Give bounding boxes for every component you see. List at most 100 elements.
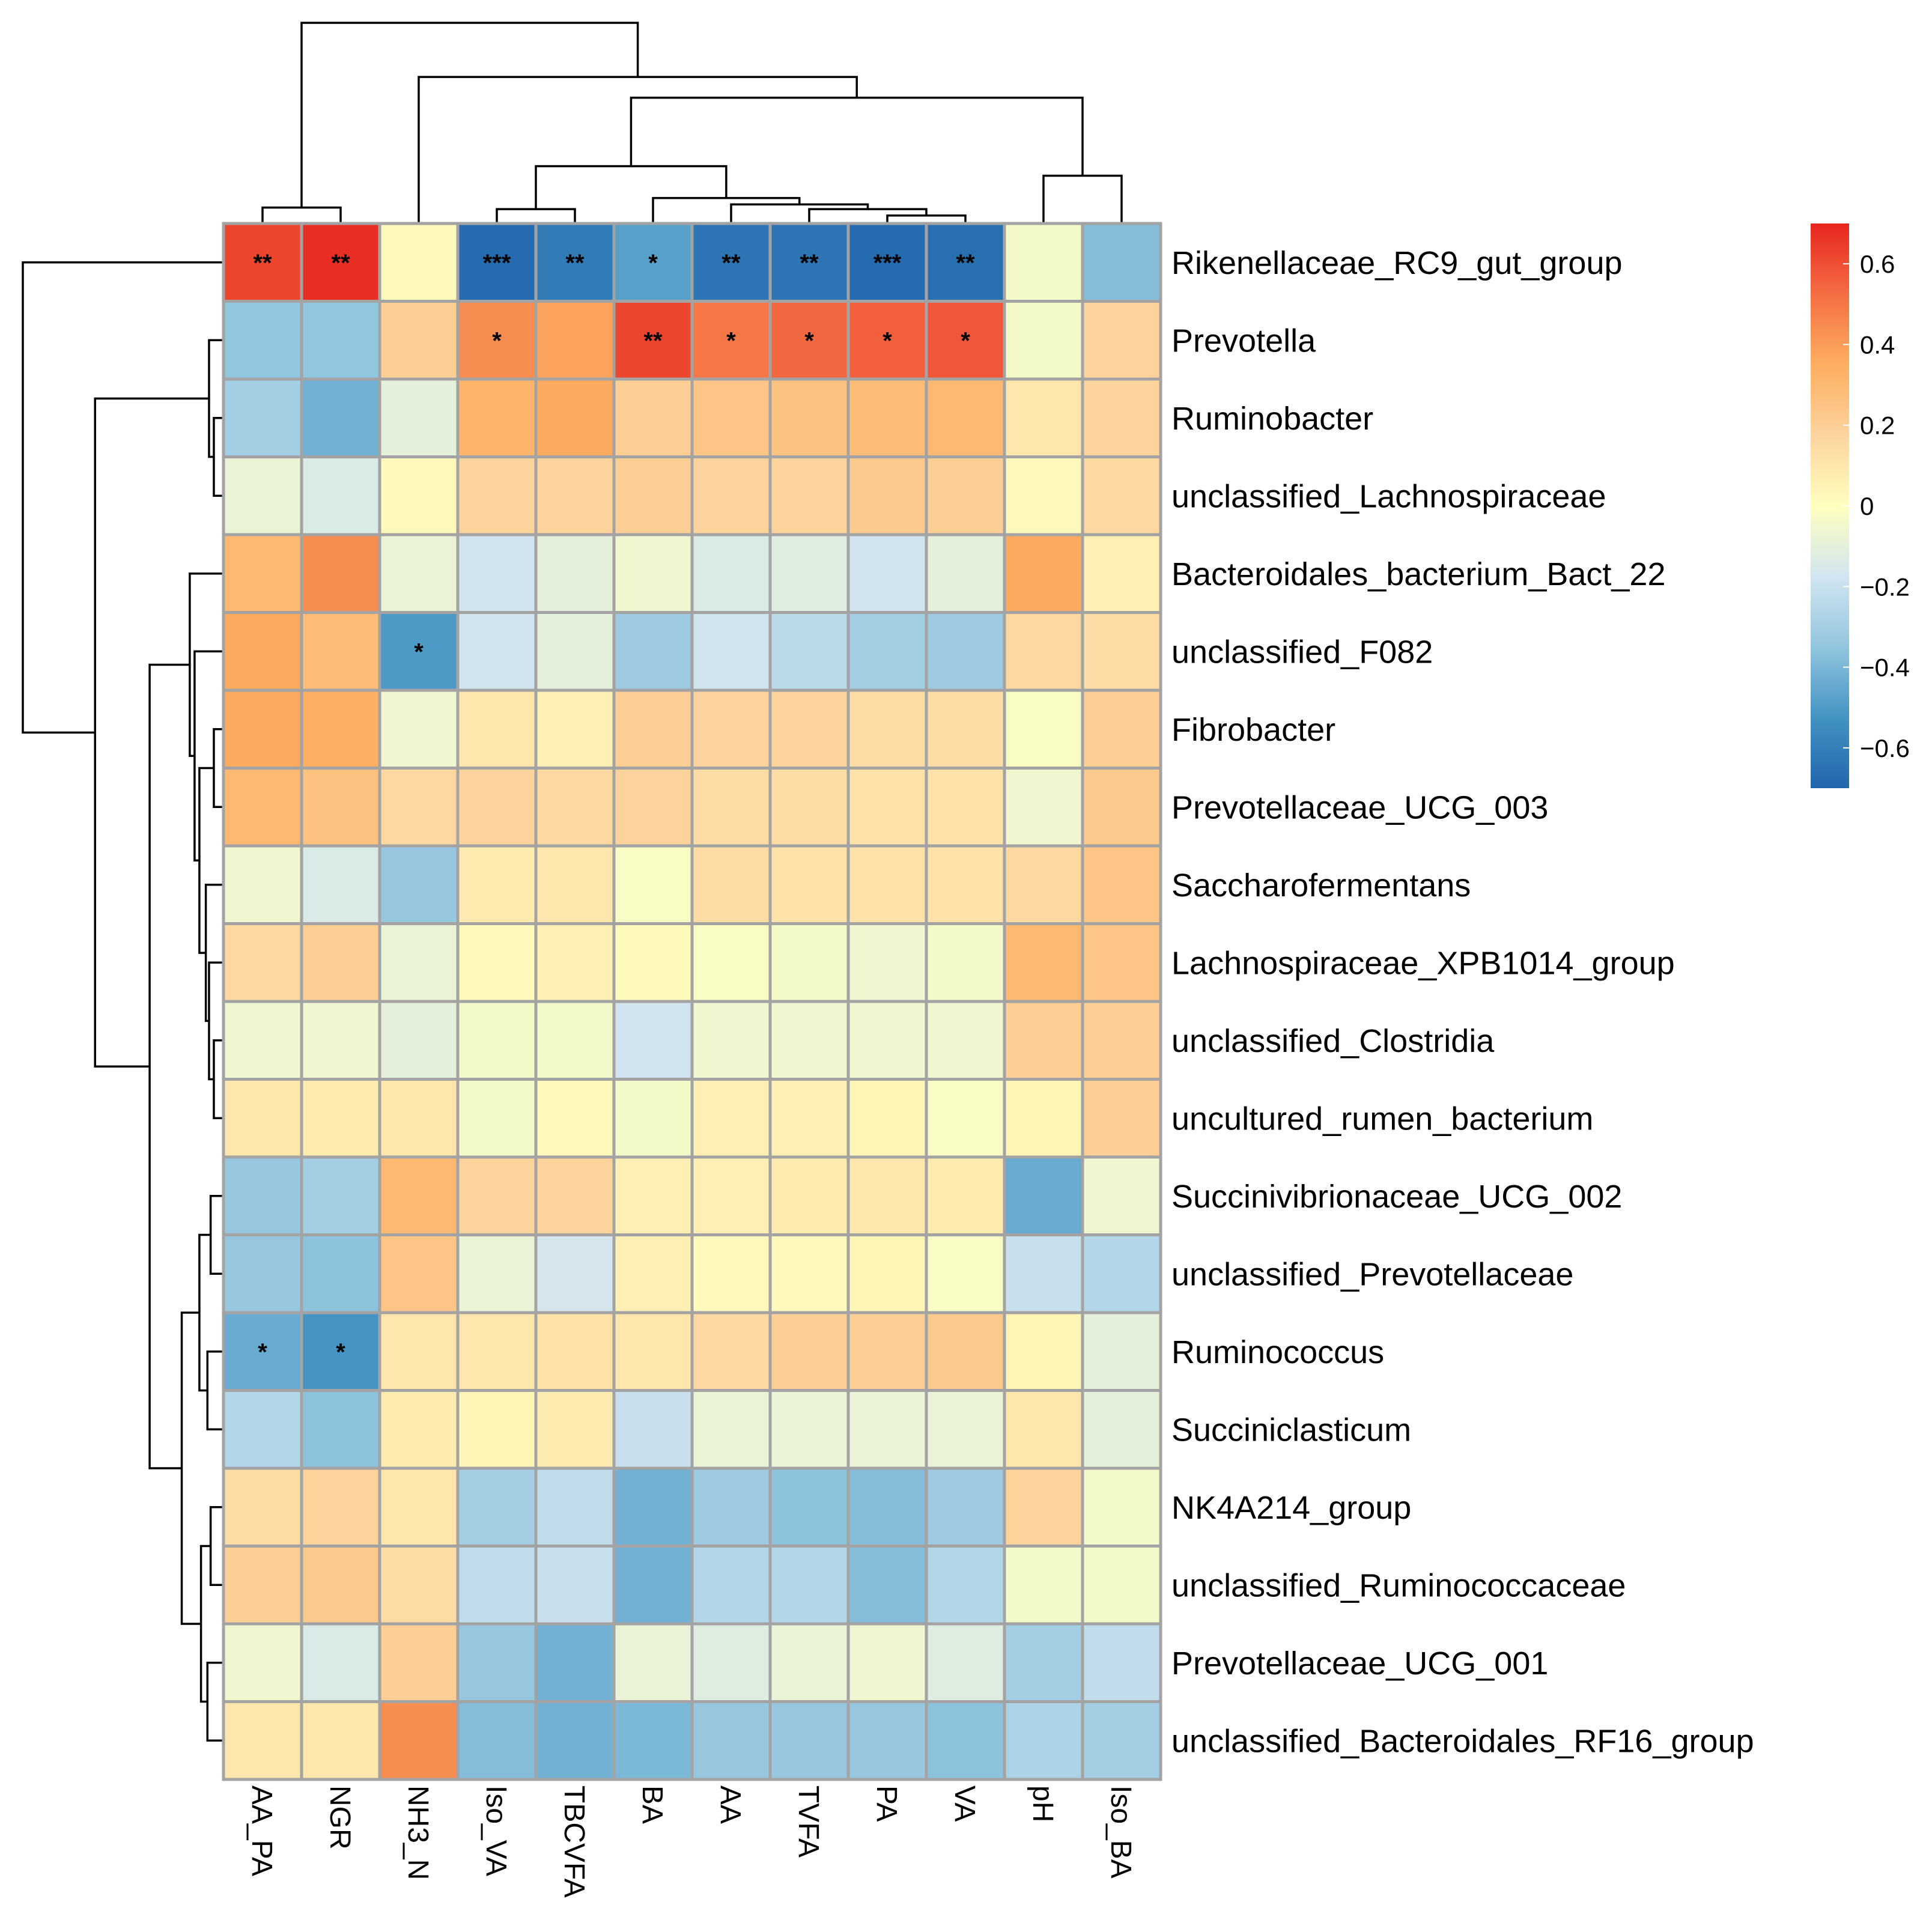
heatmap-cell-unclassified-clostridia-tbcvfa [534,1000,616,1081]
heatmap-cell-nk4a214-group-pa [846,1466,928,1548]
heatmap-cell-lachnospiraceae-xpb1014-group-ph [1003,922,1084,1003]
row-label-unclassified-lachnospiraceae: unclassified_Lachnospiraceae [1171,478,1606,514]
heatmap-cell-ruminococcus-iso-ba [1081,1311,1162,1392]
column-dendrogram-branch [1042,174,1123,223]
heatmap-cell-unclassified-prevotellaceae-ba [612,1233,694,1314]
heatmap-cell-uncultured-rumen-bacterium-iso-ba [1081,1078,1162,1159]
heatmap-cell-succinivibrionaceae-ucg-002-iso-va [456,1155,538,1236]
heatmap-cell-prevotellaceae-ucg-001-nh3-n [378,1622,460,1703]
legend-tick-label: 0.6 [1860,250,1895,278]
heatmap-cell-unclassified-f082-ph [1003,611,1084,692]
heatmap-cell-prevotellaceae-ucg-003-tvfa [768,767,850,848]
significance-mark: ** [721,250,741,276]
heatmap-cell-succiniclasticum-tvfa [768,1389,850,1470]
row-label-unclassified-clostridia: unclassified_Clostridia [1171,1023,1495,1059]
heatmap-cell-ruminobacter-aa-pa [222,377,303,458]
heatmap-cell-succiniclasticum-ngr [300,1389,381,1470]
heatmap-cell-prevotellaceae-ucg-001-tvfa [768,1622,850,1703]
heatmap-cell-unclassified-lachnospiraceae-pa [846,455,928,536]
heatmap-cell-unclassified-f082-va [925,611,1006,692]
heatmap-cell-prevotellaceae-ucg-003-pa [846,767,928,848]
heatmap-cell-unclassified-bacteroidales-rf16-group-aa [690,1700,772,1781]
heatmap-cell-prevotellaceae-ucg-001-va [925,1622,1006,1703]
heatmap-cell-fibrobacter-ngr [300,688,381,770]
heatmap-cell-rikenellaceae-rc9-gut-group-ph [1003,222,1084,303]
heatmap-cell-succinivibrionaceae-ucg-002-nh3-n [378,1155,460,1236]
heatmap-cell-uncultured-rumen-bacterium-aa [690,1078,772,1159]
heatmap-cell-uncultured-rumen-bacterium-va [925,1078,1006,1159]
column-label-ngr: NGR [324,1785,356,1850]
row-dendrogram-branch [206,1350,223,1430]
heatmap-cell-fibrobacter-iso-va [456,688,538,770]
heatmap-cell-ruminobacter-pa [846,377,928,458]
heatmap-cell-unclassified-clostridia-tvfa [768,1000,850,1081]
heatmap-cell-unclassified-lachnospiraceae-iso-va [456,455,538,536]
heatmap-cell-fibrobacter-ph [1003,688,1084,770]
row-label-prevotella: Prevotella [1171,323,1316,359]
column-dendrogram-branch [496,208,576,223]
heatmap-cell-prevotellaceae-ucg-003-ph [1003,767,1084,848]
row-label-rikenellaceae-rc9-gut-group: Rikenellaceae_RC9_gut_group [1171,245,1623,281]
heatmap-cell-nk4a214-group-ba [612,1466,694,1548]
heatmap-cell-lachnospiraceae-xpb1014-group-va [925,922,1006,1003]
row-label-bacteroidales-bacterium-bact-22: Bacteroidales_bacterium_Bact_22 [1171,556,1666,592]
heatmap-cell-unclassified-bacteroidales-rf16-group-va [925,1700,1006,1781]
heatmap-cell-saccharofermentans-aa-pa [222,844,303,925]
heatmap-cell-nk4a214-group-aa [690,1466,772,1548]
heatmap-cell-unclassified-ruminococcaceae-ph [1003,1545,1084,1626]
heatmap-cell-saccharofermentans-ph [1003,844,1084,925]
heatmap-cell-lachnospiraceae-xpb1014-group-ngr [300,922,381,1003]
heatmap-cell-prevotellaceae-ucg-003-va [925,767,1006,848]
heatmap-cell-unclassified-lachnospiraceae-aa-pa [222,455,303,536]
heatmap-cell-unclassified-ruminococcaceae-iso-va [456,1545,538,1626]
heatmap-cell-uncultured-rumen-bacterium-aa-pa [222,1078,303,1159]
column-dendrogram [261,22,1123,223]
row-dendrogram-branch [208,961,223,1081]
heatmap-cell-unclassified-bacteroidales-rf16-group-iso-ba [1081,1700,1162,1781]
heatmap-cell-rikenellaceae-rc9-gut-group-iso-ba [1081,222,1162,303]
heatmap-cell-ruminobacter-ph [1003,377,1084,458]
heatmap-cell-unclassified-ruminococcaceae-va [925,1545,1006,1626]
row-dendrogram-branch [209,1195,223,1275]
legend-tick-label: 0.4 [1860,330,1895,359]
row-label-ruminobacter: Ruminobacter [1171,401,1373,437]
legend-tick-label: −0.4 [1860,654,1910,682]
heatmap-cell-unclassified-bacteroidales-rf16-group-pa [846,1700,928,1781]
heatmap-cell-uncultured-rumen-bacterium-ph [1003,1078,1084,1159]
heatmap-cell-uncultured-rumen-bacterium-nh3-n [378,1078,460,1159]
row-label-succiniclasticum: Succiniclasticum [1171,1412,1411,1448]
row-label-unclassified-ruminococcaceae: unclassified_Ruminococcaceae [1171,1567,1626,1603]
heatmap-cell-succinivibrionaceae-ucg-002-pa [846,1155,928,1236]
heatmap-cell-ruminococcus-ph [1003,1311,1084,1392]
heatmap-cell-unclassified-f082-iso-va [456,611,538,692]
heatmap-cell-uncultured-rumen-bacterium-tbcvfa [534,1078,616,1159]
heatmap-cell-uncultured-rumen-bacterium-ba [612,1078,694,1159]
heatmap-cell-unclassified-f082-tbcvfa [534,611,616,692]
column-label-pa: PA [870,1785,902,1821]
heatmap-cell-nk4a214-group-tbcvfa [534,1466,616,1548]
heatmap-cell-succiniclasticum-ba [612,1389,694,1470]
heatmap-cell-nk4a214-group-iso-va [456,1466,538,1548]
column-dendrogram-branch [261,206,342,223]
heatmap-cell-unclassified-clostridia-iso-ba [1081,1000,1162,1081]
heatmap-cell-unclassified-clostridia-nh3-n [378,1000,460,1081]
heatmap-cell-ruminococcus-tbcvfa [534,1311,616,1392]
heatmap-cell-fibrobacter-iso-ba [1081,688,1162,770]
heatmap-cell-bacteroidales-bacterium-bact-22-nh3-n [378,533,460,614]
heatmap-cell-nk4a214-group-tvfa [768,1466,850,1548]
heatmap-cell-prevotella-ph [1003,300,1084,381]
column-dendrogram-branch [730,203,869,223]
heatmap-cell-unclassified-lachnospiraceae-aa [690,455,772,536]
heatmap-cell-lachnospiraceae-xpb1014-group-pa [846,922,928,1003]
significance-mark: * [414,639,424,665]
heatmap-cell-lachnospiraceae-xpb1014-group-ba [612,922,694,1003]
heatmap-cell-unclassified-ruminococcaceae-aa-pa [222,1545,303,1626]
row-label-unclassified-prevotellaceae: unclassified_Prevotellaceae [1171,1256,1573,1292]
heatmap-cell-bacteroidales-bacterium-bact-22-ph [1003,533,1084,614]
heatmap-cell-bacteroidales-bacterium-bact-22-ngr [300,533,381,614]
heatmap-cell-ruminococcus-nh3-n [378,1311,460,1392]
heatmap-cell-lachnospiraceae-xpb1014-group-tbcvfa [534,922,616,1003]
heatmap-cell-unclassified-f082-iso-ba [1081,611,1162,692]
heatmap-cell-bacteroidales-bacterium-bact-22-tbcvfa [534,533,616,614]
